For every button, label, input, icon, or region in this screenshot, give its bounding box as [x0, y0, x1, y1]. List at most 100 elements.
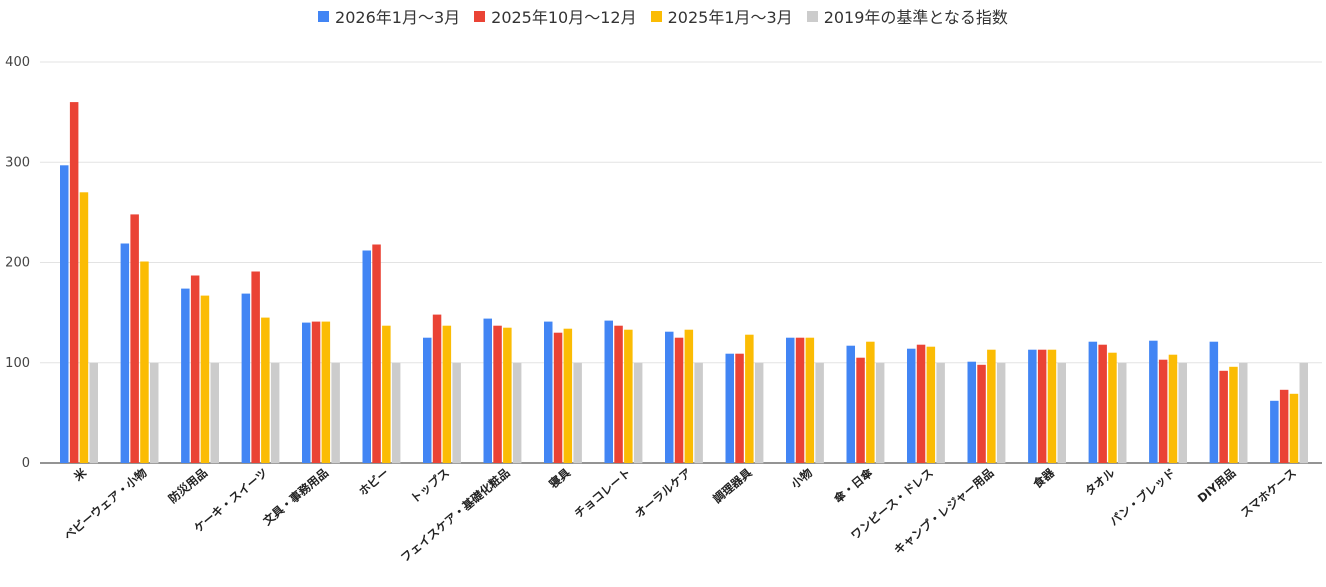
y-tick-label: 400: [5, 55, 30, 70]
bar: [1178, 362, 1187, 464]
bar: [442, 325, 452, 463]
bar: [302, 322, 311, 463]
bar: [391, 362, 401, 464]
bar: [754, 362, 764, 464]
bar: [190, 275, 200, 463]
x-tick-label: タオル: [1082, 465, 1118, 498]
x-tick-label: パン・ブレッド: [1107, 466, 1178, 529]
bar: [1299, 362, 1308, 464]
bar: [694, 362, 703, 464]
bar: [261, 317, 270, 463]
bar: [926, 346, 936, 463]
legend-item-series-4: 2019年の基準となる指数: [806, 4, 1008, 28]
bar: [311, 321, 321, 463]
x-tick-label: チョコレート: [572, 466, 634, 521]
bar: [977, 364, 986, 463]
bar: [725, 353, 734, 463]
legend-label-series-4: 2019年の基準となる指数: [823, 8, 1008, 27]
bar: [815, 362, 824, 464]
bar: [200, 295, 210, 463]
y-tick-label: 0: [22, 456, 30, 471]
x-tick-label: 文具・事務用品: [260, 466, 331, 528]
bar: [624, 329, 633, 463]
x-tick-label: 米: [70, 465, 89, 484]
x-tick-label: 調理器具: [710, 465, 755, 506]
bar: [936, 362, 945, 464]
bar: [1037, 349, 1047, 463]
bar: [967, 361, 976, 463]
bar: [795, 337, 805, 463]
bar: [875, 362, 885, 464]
bar: [1108, 352, 1117, 463]
bar: [483, 318, 492, 463]
bar: [1168, 354, 1178, 463]
bar: [503, 327, 512, 463]
y-tick-label: 300: [5, 155, 30, 170]
bar: [1219, 370, 1228, 463]
legend-item-series-3: 2025年1月〜3月: [650, 4, 793, 28]
bar: [1209, 341, 1219, 463]
legend-label-series-2: 2025年10月〜12月: [491, 8, 637, 27]
bar: [846, 345, 855, 463]
x-tick-label: DIY用品: [1195, 466, 1239, 506]
legend-swatch-series-3: [650, 10, 662, 22]
legend-item-series-2: 2025年10月〜12月: [474, 4, 637, 28]
bar: [140, 261, 149, 463]
y-tick-label: 100: [5, 356, 30, 371]
y-axis-labels: 0 100 200 300 400: [5, 55, 30, 471]
bar: [423, 337, 432, 463]
bar: [604, 320, 613, 463]
bar: [996, 362, 1006, 464]
bar: [331, 362, 340, 464]
bar: [493, 325, 502, 463]
bar: [633, 362, 643, 464]
bar: [1047, 349, 1057, 463]
x-tick-label: 傘・日傘: [831, 465, 876, 506]
x-tick-label: 寝具: [546, 465, 573, 491]
bar: [89, 362, 98, 464]
bar: [1088, 341, 1098, 463]
bar: [452, 362, 461, 464]
bar: [181, 288, 190, 463]
bar: [544, 321, 553, 463]
bar: [251, 271, 260, 463]
bar: [69, 102, 79, 463]
bar: [745, 334, 754, 463]
bar: [563, 328, 573, 463]
bar: [60, 165, 69, 464]
bar: [573, 362, 582, 464]
legend-item-series-1: 2026年1月〜3月: [318, 4, 460, 28]
legend-swatch-series-4: [806, 10, 818, 22]
bar: [1158, 359, 1168, 463]
bar: [432, 314, 442, 463]
bar: [1239, 362, 1248, 464]
bar: [614, 325, 623, 463]
bar: [674, 337, 684, 463]
bar: [210, 362, 219, 464]
bar: [1028, 349, 1037, 463]
bar: [866, 341, 875, 463]
x-tick-label: スマホケース: [1238, 466, 1299, 520]
bar: [79, 192, 89, 464]
bar: [372, 244, 381, 463]
bar: [735, 353, 744, 463]
x-tick-label: 防災用品: [166, 466, 210, 506]
bar: [553, 332, 563, 463]
x-tick-label: オーラルケア: [632, 465, 694, 520]
bar: [512, 362, 522, 464]
bar: [130, 214, 139, 463]
x-tick-label: トップス: [408, 466, 452, 506]
bar: [856, 357, 865, 463]
y-tick-label: 200: [5, 256, 30, 271]
x-tick-label: キャンプ・レジャー用品: [891, 466, 996, 557]
bar: [1057, 362, 1066, 464]
bar: [1149, 340, 1158, 463]
bar: [241, 293, 251, 463]
bar: [1289, 393, 1299, 463]
bar: [805, 337, 815, 463]
bar: [1229, 366, 1238, 463]
bar: [684, 329, 694, 463]
chart-legend: 2026年1月〜3月 2025年10月〜12月 2025年1月〜3月 2019年…: [0, 4, 1326, 28]
